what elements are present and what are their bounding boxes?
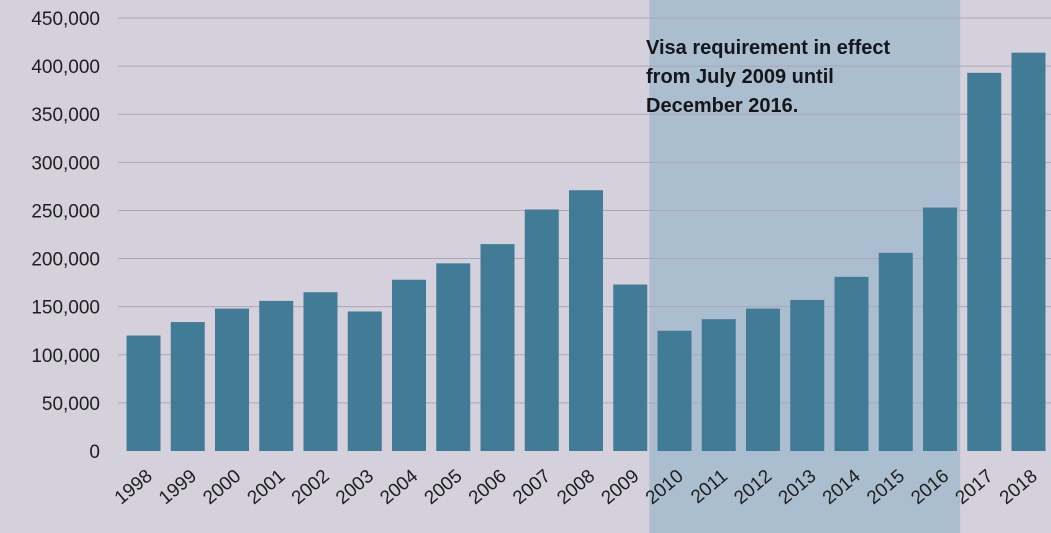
- bar-2013: [790, 299, 825, 451]
- annotation-line-3: December 2016.: [646, 95, 798, 117]
- annotation-line-1: Visa requirement in effect: [646, 37, 891, 59]
- y-tick-label-0: 0: [89, 442, 100, 463]
- y-tick-label-250000: 250,000: [31, 201, 100, 222]
- bar-2011: [701, 319, 736, 451]
- bar-2017: [967, 72, 1002, 451]
- bar-2014: [834, 276, 869, 451]
- bar-1999: [170, 322, 205, 451]
- bar-2005: [436, 263, 471, 451]
- bar-1998: [126, 335, 161, 451]
- y-tick-label-100000: 100,000: [31, 346, 100, 367]
- y-tick-label-450000: 450,000: [31, 9, 100, 30]
- bar-2009: [613, 284, 648, 451]
- bar-2018: [1011, 52, 1046, 451]
- bar-2015: [878, 252, 913, 451]
- bar-2010: [657, 330, 692, 451]
- y-tick-label-400000: 400,000: [31, 57, 100, 78]
- bar-2012: [746, 308, 780, 451]
- bar-2004: [392, 279, 426, 451]
- bar-2007: [524, 209, 559, 451]
- y-tick-label-150000: 150,000: [31, 298, 100, 319]
- bar-2003: [347, 311, 382, 451]
- bar-2006: [480, 244, 515, 451]
- y-tick-label-300000: 300,000: [31, 153, 100, 174]
- y-tick-label-50000: 50,000: [42, 394, 100, 415]
- annotation-line-2: from July 2009 until: [646, 66, 834, 88]
- annotation: Visa requirement in effect from July 2009…: [646, 37, 891, 117]
- bar-2002: [303, 292, 338, 451]
- bar-2008: [569, 190, 603, 451]
- y-tick-label-350000: 350,000: [31, 105, 100, 126]
- bar-2000: [215, 308, 249, 451]
- bars: [126, 52, 1046, 451]
- y-axis-tick-labels: 0 50,000 100,000 150,000 200,000 250,000 300,0…: [31, 9, 100, 463]
- y-tick-label-200000: 200,000: [31, 250, 100, 271]
- bar-2016: [923, 207, 957, 451]
- bar-2001: [259, 300, 294, 451]
